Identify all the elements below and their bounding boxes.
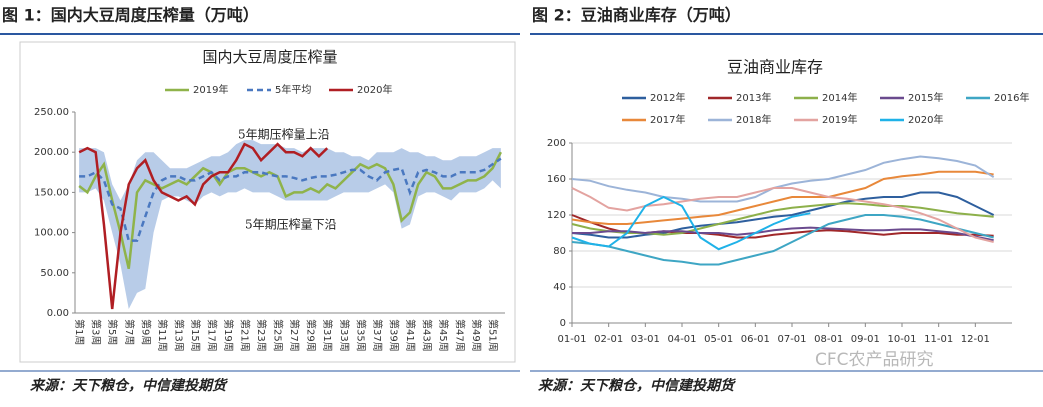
- y-tick-label: 120: [547, 210, 566, 221]
- x-tick-label: 第33周: [338, 319, 351, 352]
- x-tick-label: 第21周: [239, 319, 252, 352]
- x-tick-label: 第43周: [420, 319, 433, 352]
- x-tick-label: 05-01: [704, 334, 733, 345]
- x-tick-label: 01-01: [557, 334, 586, 345]
- x-tick-label: 第47周: [454, 319, 467, 352]
- figure-header: 图 1：国内大豆周度压榨量（万吨）: [2, 6, 259, 25]
- x-tick-label: 第35周: [354, 319, 367, 352]
- y-tick-label: 0.00: [47, 308, 69, 319]
- chart-title: 国内大豆周度压榨量: [202, 48, 337, 66]
- x-tick-label: 第41周: [404, 319, 417, 352]
- y-tick-label: 40: [553, 282, 566, 293]
- x-tick-label: 第51周: [487, 319, 500, 352]
- x-tick-label: 07-01: [777, 334, 806, 345]
- x-tick-label: 09-01: [851, 334, 880, 345]
- series-line: [571, 191, 995, 239]
- x-tick-label: 第11周: [156, 319, 169, 352]
- legend-label: 2016年: [994, 91, 1029, 104]
- series-line: [571, 214, 994, 266]
- x-tick-label: 08-01: [814, 334, 843, 345]
- chart-frame: [19, 41, 516, 363]
- y-tick-label: 80: [553, 246, 566, 257]
- y-tick-label: 50.00: [40, 268, 69, 279]
- y-tick-label: 200: [547, 138, 566, 149]
- x-tick-label: 第49周: [470, 319, 483, 352]
- annotation: 5年期压榨量上沿: [238, 127, 330, 142]
- legend-label: 2014年: [822, 91, 857, 104]
- x-tick-label: 12-01: [961, 334, 990, 345]
- x-tick-label: 第19周: [222, 319, 235, 352]
- x-tick-label: 第23周: [255, 319, 268, 352]
- legend-label: 2013年: [736, 91, 771, 104]
- x-tick-label: 第17周: [205, 319, 218, 352]
- series-line: [572, 226, 994, 242]
- y-tick-label: 100.00: [34, 228, 69, 239]
- y-tick-label: 160: [547, 174, 566, 185]
- x-tick-label: 03-01: [631, 334, 660, 345]
- legend-label: 2017年: [650, 113, 685, 126]
- legend-label: 2019年: [822, 113, 857, 126]
- x-tick-label: 第15周: [189, 319, 202, 352]
- source: 来源：天下粮仓，中信建投期货: [538, 377, 736, 394]
- series-line: [79, 157, 502, 242]
- x-tick-label: 第1周: [73, 319, 86, 345]
- x-tick-label: 第25周: [272, 319, 285, 352]
- y-tick-label: 250.00: [34, 107, 69, 118]
- y-tick-label: 0: [560, 318, 566, 329]
- legend-label: 2018年: [736, 113, 771, 126]
- series-line: [571, 187, 994, 243]
- x-tick-label: 第39周: [387, 319, 400, 352]
- series-line: [571, 214, 994, 239]
- x-tick-label: 第45周: [437, 319, 450, 352]
- x-tick-label: 第13周: [172, 319, 185, 352]
- x-tick-label: 10-01: [887, 334, 916, 345]
- x-tick-label: 第9周: [139, 319, 152, 345]
- x-tick-label: 第37周: [371, 319, 384, 352]
- watermark: CFC农产品研究: [815, 350, 934, 370]
- legend-label: 2019年: [193, 83, 228, 96]
- x-tick-label: 第29周: [305, 319, 318, 352]
- series-line: [78, 142, 329, 310]
- x-tick-label: 04-01: [667, 334, 696, 345]
- legend-label: 2020年: [357, 83, 392, 96]
- series-line: [78, 151, 502, 270]
- chart-title: 豆油商业库存: [727, 58, 823, 77]
- series-line: [571, 170, 994, 225]
- x-tick-label: 第7周: [123, 319, 136, 345]
- x-tick-label: 第3周: [90, 319, 103, 345]
- x-tick-label: 第5周: [106, 319, 119, 345]
- y-tick-label: 200.00: [34, 147, 69, 158]
- x-tick-label: 11-01: [924, 334, 953, 345]
- y-tick-label: 150.00: [34, 187, 69, 198]
- x-tick-label: 06-01: [741, 334, 770, 345]
- x-tick-label: 02-01: [594, 334, 623, 345]
- series-line: [571, 155, 995, 203]
- legend-label: 2015年: [908, 91, 943, 104]
- series-line: [571, 195, 811, 251]
- legend-label: 2012年: [650, 91, 685, 104]
- x-tick-label: 第31周: [321, 319, 334, 352]
- annotation: 5年期压榨量下沿: [245, 217, 337, 232]
- figure-header: 图 2：豆油商业库存（万吨）: [532, 6, 741, 25]
- source: 来源：天下粮仓，中信建投期货: [30, 377, 228, 394]
- legend-label: 2020年: [908, 113, 943, 126]
- legend-label: 5年平均: [275, 83, 311, 96]
- x-tick-label: 第27周: [288, 319, 301, 352]
